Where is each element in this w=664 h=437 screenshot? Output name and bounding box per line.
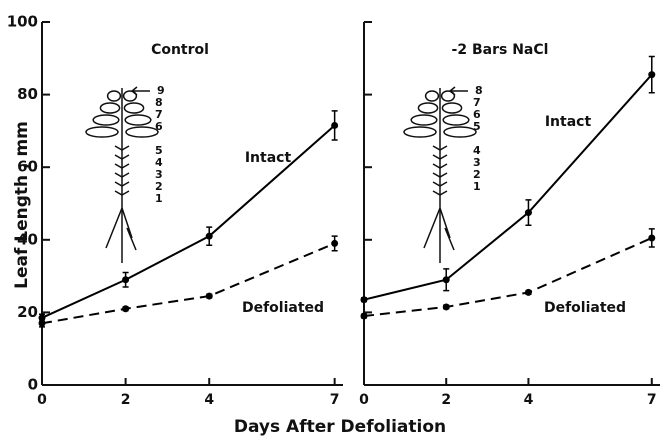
- plant-leaf: [124, 114, 152, 126]
- data-point: [442, 276, 450, 284]
- plant-node: [114, 163, 130, 169]
- plant-node: [114, 181, 130, 187]
- x-tick-label: 7: [330, 392, 340, 408]
- series-line: [363, 73, 653, 301]
- y-tick-label: 80: [17, 85, 38, 103]
- plant-leaf: [125, 126, 159, 138]
- plant-node: [432, 172, 448, 178]
- data-point: [360, 312, 368, 320]
- plant-leaf: [403, 126, 437, 138]
- series-label: Intact: [245, 150, 292, 166]
- x-tick-label: 4: [204, 392, 214, 408]
- series-label: Defoliated: [242, 300, 324, 316]
- data-point: [38, 319, 46, 327]
- plant-leaf: [440, 90, 456, 102]
- leaf-number: 7: [155, 108, 163, 121]
- leaf-arrow: [130, 86, 150, 96]
- leaf-number: 1: [155, 192, 163, 205]
- x-tick-label: 2: [121, 392, 131, 408]
- x-axis-label: Days After Defoliation: [234, 417, 446, 437]
- data-point: [442, 303, 450, 311]
- plant-drawing: [403, 88, 477, 263]
- leaf-number: 1: [473, 180, 481, 193]
- x-tick-label: 2: [441, 392, 451, 408]
- plant-leaf: [123, 102, 145, 114]
- leaf-number: 3: [155, 168, 163, 181]
- data-point: [648, 234, 656, 242]
- y-tick-label: 100: [7, 13, 38, 31]
- plant-leaf: [443, 126, 477, 138]
- leaf-number: 4: [155, 156, 163, 169]
- plant-leaf: [442, 114, 470, 126]
- series-label: Defoliated: [544, 300, 626, 316]
- leaf-number: 9: [157, 84, 165, 97]
- plant-leaf: [99, 102, 121, 114]
- leaf-number: 4: [473, 144, 481, 157]
- plant-node: [432, 145, 448, 151]
- data-point: [122, 305, 130, 313]
- y-tick-label: 0: [28, 376, 38, 394]
- plant-leaf: [85, 126, 119, 138]
- x-tick-label: 0: [37, 392, 47, 408]
- leaf-number: 8: [155, 96, 163, 109]
- plant-node: [432, 190, 448, 196]
- data-point: [360, 296, 368, 304]
- plant-leaf: [424, 90, 440, 102]
- data-point: [331, 239, 339, 247]
- plant-leaf: [417, 102, 439, 114]
- leaf-number: 2: [473, 168, 481, 181]
- data-point: [648, 71, 656, 79]
- plant-leaf: [122, 90, 138, 102]
- leaf-number: 6: [473, 108, 481, 121]
- plant-node: [432, 163, 448, 169]
- series-line: [41, 124, 336, 319]
- leaf-number: 5: [155, 144, 163, 157]
- plant-drawing: [85, 88, 159, 263]
- plant-leaf: [441, 102, 463, 114]
- x-tick-label: 7: [647, 392, 657, 408]
- plant-node: [114, 172, 130, 178]
- data-point: [205, 232, 213, 240]
- panel-title: -2 Bars NaCl: [452, 42, 549, 58]
- plant-leaf: [410, 114, 438, 126]
- panel-title: Control: [151, 42, 209, 58]
- plant-node: [114, 154, 130, 160]
- y-tick-label: 20: [17, 303, 38, 321]
- plant-root: [423, 207, 455, 263]
- x-tick-label: 0: [359, 392, 369, 408]
- y-tick-label: 40: [17, 230, 38, 248]
- data-point: [122, 276, 130, 284]
- y-axis-label: Leaf Length , mm: [12, 121, 32, 289]
- data-point: [524, 288, 532, 296]
- x-tick-label: 4: [524, 392, 534, 408]
- series-label: Intact: [545, 114, 592, 130]
- data-point: [205, 292, 213, 300]
- leaf-number: 3: [473, 156, 481, 169]
- leaf-number: 8: [475, 84, 483, 97]
- leaf-number: 7: [473, 96, 481, 109]
- data-point: [524, 209, 532, 217]
- plant-node: [114, 190, 130, 196]
- leaf-number: 6: [155, 120, 163, 133]
- plant-node: [432, 154, 448, 160]
- series-line: [363, 237, 653, 318]
- plant-node: [114, 145, 130, 151]
- leaf-arrow: [448, 86, 468, 96]
- data-point: [331, 121, 339, 129]
- plant-leaf: [92, 114, 120, 126]
- plant-node: [432, 181, 448, 187]
- plant-root: [105, 207, 137, 263]
- leaf-number: 5: [473, 120, 481, 133]
- leaf-number: 2: [155, 180, 163, 193]
- plant-leaf: [106, 90, 122, 102]
- y-tick-label: 60: [17, 158, 38, 176]
